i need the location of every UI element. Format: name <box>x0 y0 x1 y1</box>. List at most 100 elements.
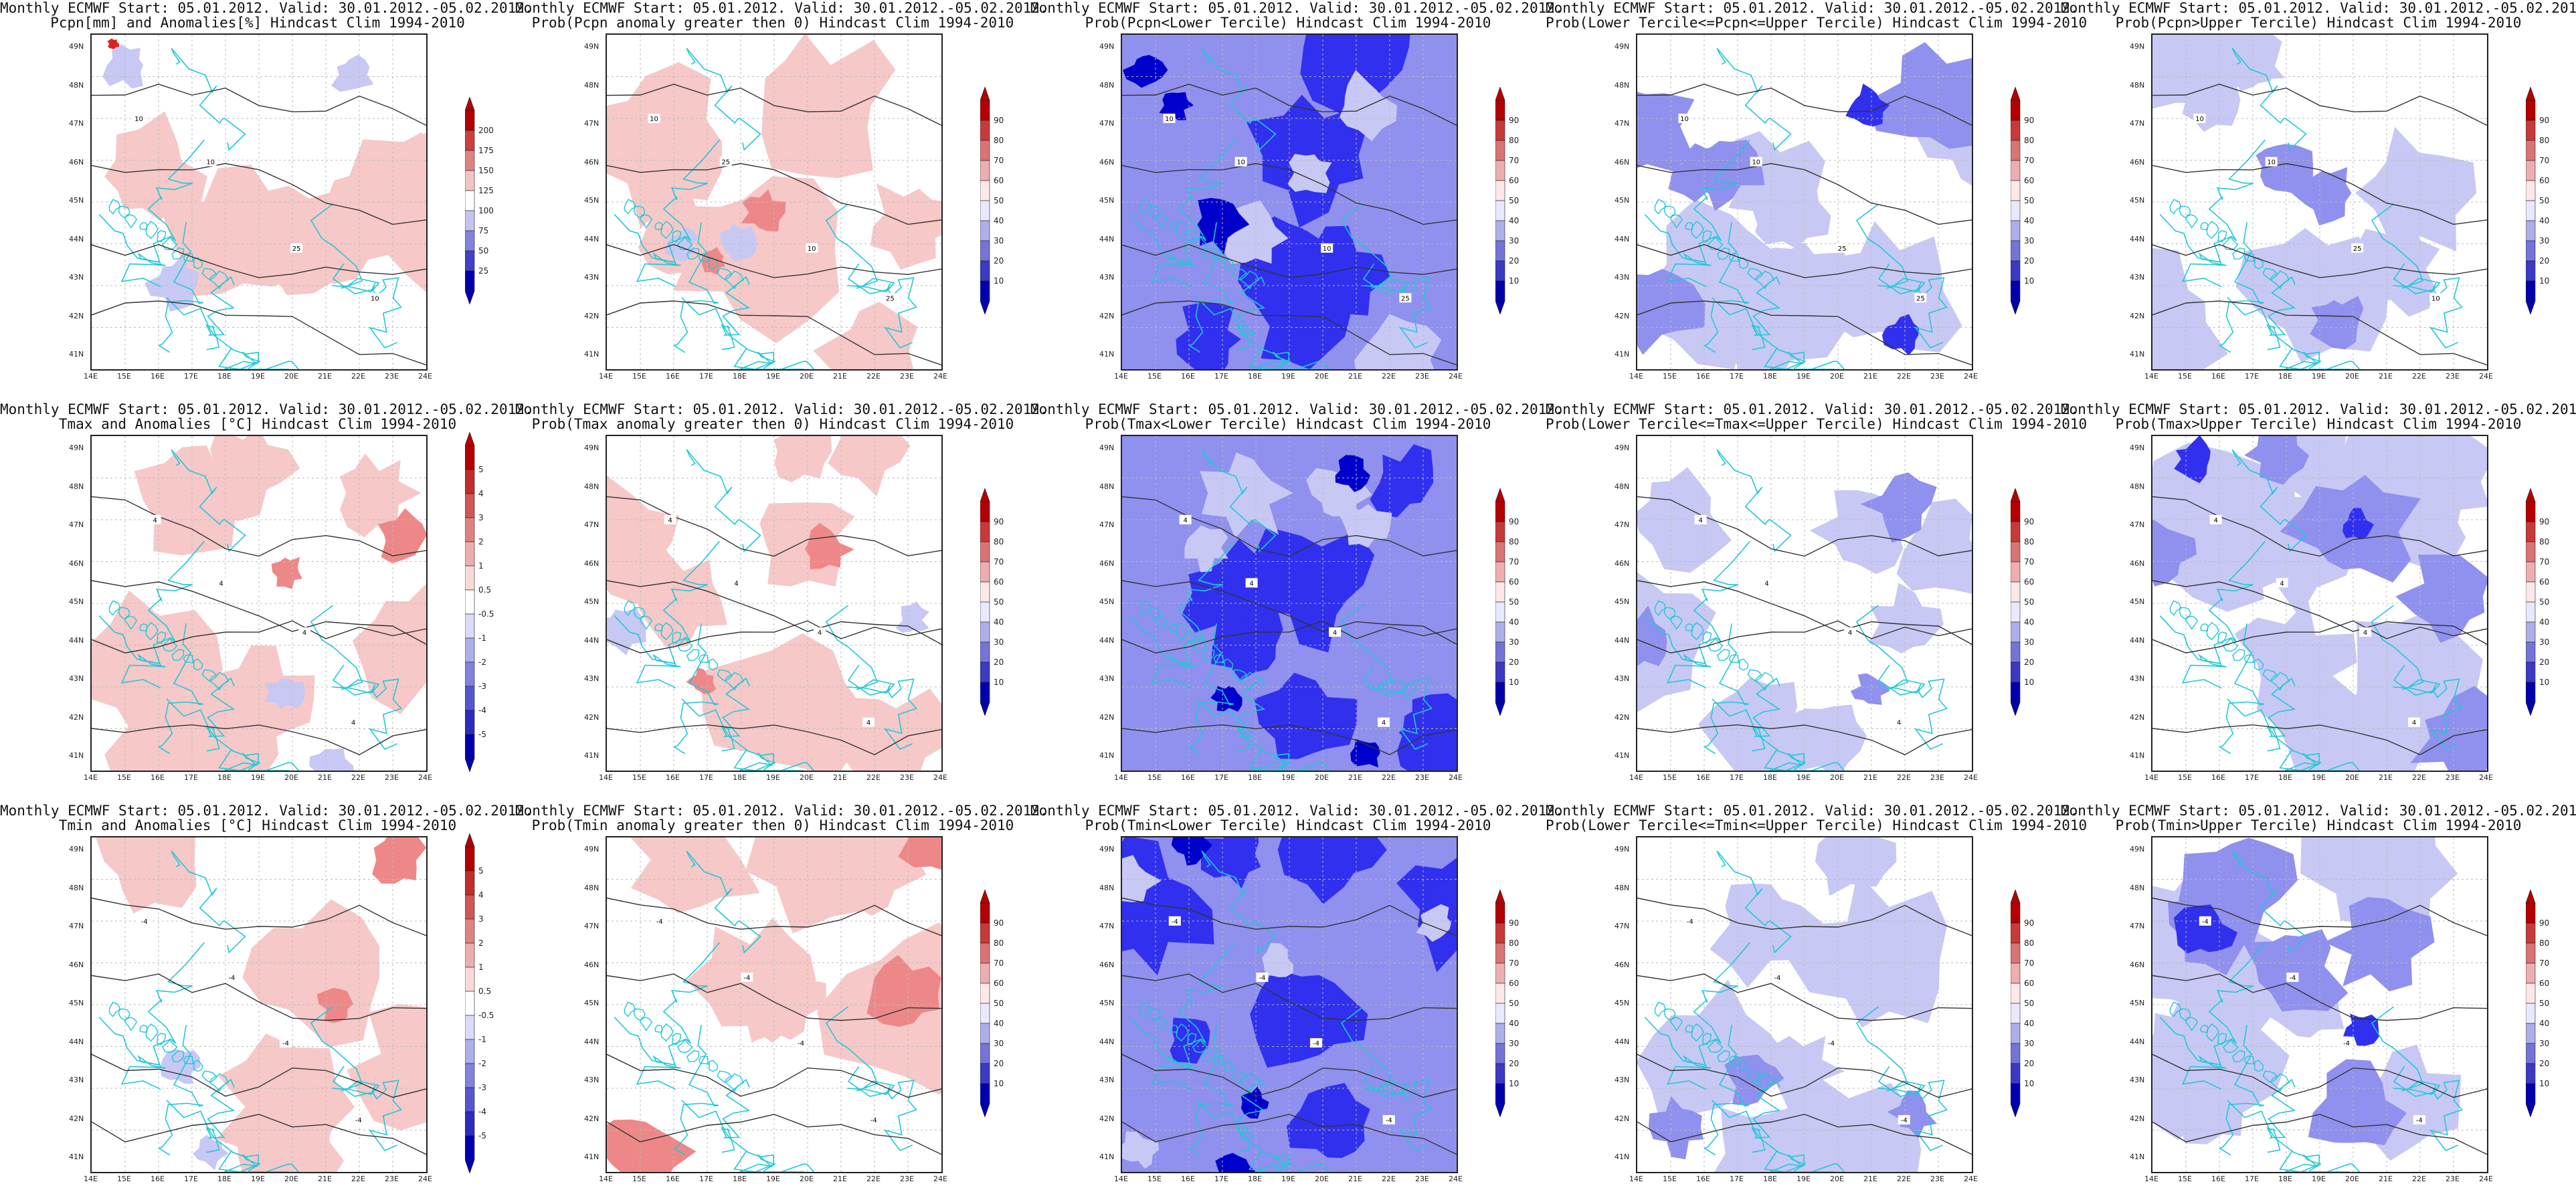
lat-tick-label: 44N <box>69 234 84 243</box>
lat-tick-label: 47N <box>69 922 84 930</box>
country-border <box>2219 623 2265 755</box>
colorbar-segment <box>1495 561 1505 583</box>
lat-tick-label: 44N <box>1099 1037 1115 1046</box>
colorbar-label: 50 <box>2539 999 2550 1008</box>
country-border <box>171 47 246 151</box>
colorbar-label: 10 <box>2024 276 2035 286</box>
colorbar-segment <box>2526 140 2536 161</box>
contour-line <box>1122 1054 1457 1098</box>
colorbar-label: -5 <box>478 730 486 739</box>
lat-tick-label: 46N <box>584 157 600 167</box>
coastline <box>1685 623 1693 632</box>
lat-tick-label: 46N <box>1099 559 1115 568</box>
lon-tick-label: 23E <box>900 1175 914 1183</box>
shaded-region <box>2207 35 2285 92</box>
colorbar-segment <box>2011 240 2021 262</box>
coastline <box>2253 1060 2264 1072</box>
country-border <box>1196 1100 1289 1172</box>
colorbar-segment <box>980 922 990 944</box>
lon-tick-label: 18E <box>1763 1175 1777 1183</box>
country-border <box>332 664 402 750</box>
colorbar-bottom-arrow <box>1495 702 1505 716</box>
country-border <box>1236 276 1266 350</box>
country-border <box>310 605 380 694</box>
colorbar-label: 80 <box>994 938 1004 948</box>
colorbar-top-arrow <box>2526 488 2536 502</box>
map-panel: Monthly ECMWF Start: 05.01.2012. Valid: … <box>0 0 533 401</box>
country-border <box>2159 615 2227 689</box>
coastline <box>1154 214 1168 229</box>
lon-tick-label: 24E <box>418 773 432 782</box>
shaded-region <box>1867 42 1972 149</box>
panel-title-line1: Monthly ECMWF Start: 05.01.2012. Valid: … <box>2061 401 2576 417</box>
lon-tick-label: 23E <box>900 372 914 381</box>
lat-tick-label: 44N <box>69 635 84 645</box>
lat-tick-label: 47N <box>69 520 84 529</box>
contour-label-bg <box>1914 293 1927 303</box>
contour-label: 4 <box>1764 580 1768 587</box>
coastline <box>108 199 121 215</box>
colorbar-label: 40 <box>1509 216 1520 225</box>
lon-tick-label: 23E <box>385 1175 399 1183</box>
lat-tick-label: 41N <box>69 751 84 760</box>
lat-tick-label: 46N <box>69 157 84 167</box>
lon-tick-label: 15E <box>1663 372 1677 381</box>
colorbar-segment <box>465 734 475 759</box>
shaded-region <box>745 837 911 934</box>
contour-line <box>1122 580 1457 645</box>
lat-tick-label: 48N <box>1099 883 1115 892</box>
colorbar-segment <box>1495 601 1505 623</box>
coastline <box>1702 631 1712 644</box>
country-border <box>2393 263 2463 348</box>
coastline <box>162 236 178 251</box>
coastline <box>1240 1073 1260 1092</box>
lat-tick-label: 42N <box>2130 1114 2145 1123</box>
lon-tick-label: 14E <box>599 1175 613 1183</box>
lat-tick-label: 42N <box>1099 311 1115 320</box>
coastline <box>2270 1073 2290 1092</box>
lon-tick-label: 21E <box>1863 1175 1877 1183</box>
lon-tick-label: 21E <box>833 1175 847 1183</box>
lon-tick-label: 14E <box>2144 1175 2158 1183</box>
country-border <box>681 297 774 369</box>
shaded-region <box>1881 314 1920 356</box>
lon-tick-label: 20E <box>284 1175 298 1183</box>
shaded-region <box>2152 519 2197 587</box>
lat-tick-label: 48N <box>69 482 84 491</box>
colorbar-label: -1 <box>478 633 486 643</box>
colorbar <box>2011 890 2021 1117</box>
colorbar-label: 70 <box>1509 959 1520 968</box>
lon-tick-label: 20E <box>2345 1175 2359 1183</box>
colorbar <box>980 488 990 716</box>
map-svg: 4 4 4 4 <box>2152 436 2487 771</box>
shaded-region <box>352 583 426 714</box>
contour-line <box>1637 973 1972 1021</box>
lat-tick-label: 49N <box>2130 845 2145 854</box>
colorbar-segment <box>1495 200 1505 221</box>
colorbar-segment <box>2526 581 2536 603</box>
lat-tick-label: 45N <box>69 999 84 1007</box>
coastline <box>725 1073 745 1092</box>
lon-tick-label: 15E <box>1147 1175 1162 1183</box>
lat-tick-label: 45N <box>1615 196 1630 205</box>
shaded-region <box>1250 969 1368 1068</box>
coastline <box>124 615 138 630</box>
country-border <box>673 1025 719 1156</box>
lat-tick-label: 44N <box>1615 234 1630 243</box>
shaded-region <box>331 54 374 92</box>
country-border <box>1196 698 1289 771</box>
colorbar <box>1495 87 1505 314</box>
colorbar-segment <box>465 210 475 231</box>
lon-tick-label: 16E <box>1696 372 1710 381</box>
country-border <box>2279 347 2360 369</box>
lat-tick-label: 41N <box>1615 1152 1630 1161</box>
colorbar-label: 50 <box>994 196 1004 205</box>
contour-label: 4 <box>1698 517 1702 524</box>
colorbar-label: 50 <box>2024 597 2035 607</box>
country-border <box>1712 297 1805 369</box>
coastline <box>2169 199 2182 215</box>
lat-tick-label: 44N <box>584 234 600 243</box>
contour-line <box>1637 897 1972 936</box>
colorbar-bottom-arrow <box>980 300 990 314</box>
